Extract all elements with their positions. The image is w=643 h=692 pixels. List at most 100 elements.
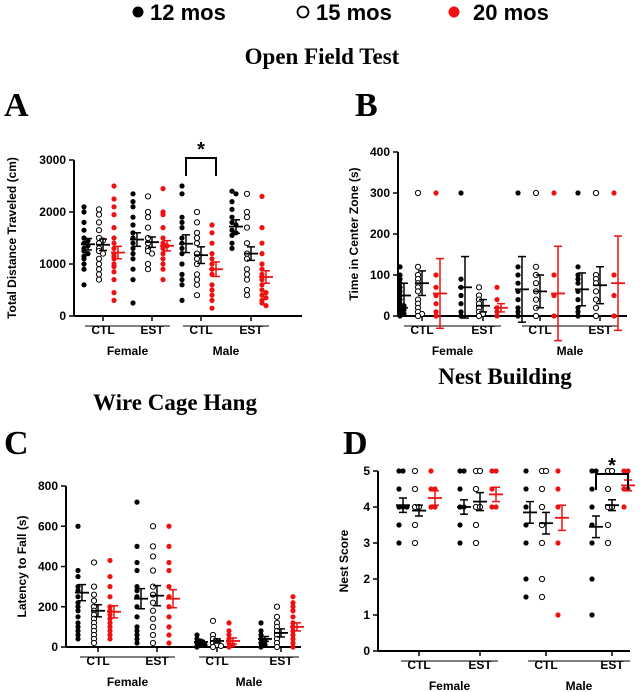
data-point-12mos: [397, 264, 403, 270]
data-point-12mos: [458, 309, 464, 315]
data-point-15mos: [144, 234, 152, 242]
x-category-label: CTL: [205, 654, 228, 668]
y-tick-label: 3000: [39, 153, 66, 167]
data-point-20mos: [111, 297, 117, 303]
data-point-15mos: [475, 284, 483, 291]
data-point-12mos: [589, 486, 595, 492]
data-point-15mos: [144, 208, 152, 216]
data-point-20mos: [166, 559, 172, 566]
data-point-12mos: [179, 183, 185, 189]
data-point-20mos: [111, 212, 117, 218]
data-point-20mos: [493, 468, 499, 474]
data-point-15mos: [472, 521, 480, 529]
data-point-12mos: [229, 188, 235, 194]
data-point-15mos: [90, 591, 98, 598]
data-point-15mos: [411, 467, 419, 475]
legend-marker-15mos: [296, 5, 310, 19]
data-point-12mos: [589, 540, 595, 546]
panel-a: A 0 1000 2000 3000 Total Distance Traveled (c…: [4, 87, 302, 358]
data-point-15mos: [217, 642, 225, 650]
data-point-12mos: [75, 608, 81, 614]
data-point-20mos: [111, 204, 117, 210]
data-point-20mos: [433, 190, 439, 196]
data-point-12mos: [85, 251, 91, 257]
data-point-15mos: [604, 539, 612, 547]
data-point-12mos: [523, 468, 529, 474]
data-point-15mos: [144, 266, 152, 273]
data-point-12mos: [397, 288, 403, 294]
data-point-15mos: [193, 292, 201, 299]
data-point-20mos: [621, 468, 627, 474]
data-point-15mos: [414, 263, 422, 270]
data-point-12mos: [575, 309, 581, 315]
data-point-20mos: [209, 256, 215, 262]
data-point-15mos: [90, 639, 98, 647]
data-point-20mos: [111, 240, 117, 246]
data-point-15mos: [149, 607, 157, 614]
data-point-20mos: [107, 594, 113, 600]
data-point-20mos: [166, 523, 172, 529]
data-point-20mos: [209, 230, 215, 236]
legend-label-15mos: 15 mos: [316, 0, 392, 25]
data-point-12mos: [134, 628, 140, 634]
group-label-female: Female: [429, 679, 471, 692]
data-point-20mos: [107, 612, 113, 618]
group-label-female: Female: [107, 344, 149, 358]
x-category-label: EST: [600, 658, 624, 672]
data-point-15mos: [193, 240, 201, 247]
data-point-12mos: [179, 297, 185, 303]
data-point-15mos: [193, 271, 201, 278]
data-point-15mos: [95, 271, 103, 278]
data-point-15mos: [538, 539, 546, 547]
data-point-12mos: [458, 276, 464, 282]
data-point-12mos: [75, 636, 81, 642]
data-point-15mos: [90, 559, 98, 566]
data-point-12mos: [130, 256, 136, 262]
data-point-12mos: [81, 266, 87, 272]
data-point-15mos: [95, 255, 103, 262]
data-point-12mos: [75, 573, 81, 580]
data-point-12mos: [397, 313, 403, 319]
data-point-15mos: [95, 266, 103, 273]
data-point-20mos: [433, 313, 439, 319]
y-axis-label: Total Distance Traveled (cm): [5, 157, 19, 319]
data-point-20mos: [263, 295, 269, 301]
data-point-15mos: [95, 206, 103, 213]
data-point-12mos: [397, 276, 403, 282]
x-category-label: EST: [471, 323, 495, 337]
data-point-20mos: [209, 251, 215, 257]
data-point-12mos: [75, 567, 81, 574]
data-point-20mos: [290, 632, 296, 638]
data-point-12mos: [458, 292, 464, 299]
data-point-20mos: [428, 468, 434, 474]
data-point-12mos: [589, 504, 595, 510]
y-tick-label: 1000: [39, 257, 66, 271]
data-point-12mos: [81, 282, 87, 288]
data-point-20mos: [290, 614, 296, 620]
data-point-20mos: [111, 290, 117, 296]
data-point-15mos: [95, 219, 103, 226]
y-tick-label: 200: [370, 227, 390, 241]
data-point-15mos: [144, 214, 152, 221]
data-point-20mos: [226, 644, 232, 650]
y-tick-label: 600: [38, 519, 58, 533]
data-point-20mos: [259, 292, 265, 298]
data-point-20mos: [166, 543, 172, 549]
data-point-12mos: [130, 300, 136, 306]
data-point-15mos: [149, 543, 157, 550]
data-point-12mos: [523, 504, 529, 510]
data-point-20mos: [107, 620, 113, 626]
data-point-12mos: [134, 567, 140, 574]
y-axis-label: Latency to Fall (s): [15, 515, 29, 617]
data-point-15mos: [604, 521, 612, 529]
y-tick-label: 400: [38, 560, 58, 574]
data-point-20mos: [160, 256, 166, 262]
title-open-field: Open Field Test: [245, 44, 400, 69]
panel-c: C 0 200 400 600 800 Latency to Fall (s) CTL EST C…: [4, 425, 304, 689]
data-point-15mos: [476, 467, 484, 475]
data-point-15mos: [144, 260, 152, 268]
data-point-15mos: [99, 250, 107, 257]
legend-marker-20mos: [448, 6, 460, 18]
data-point-20mos: [290, 608, 296, 614]
data-point-20mos: [160, 266, 166, 272]
